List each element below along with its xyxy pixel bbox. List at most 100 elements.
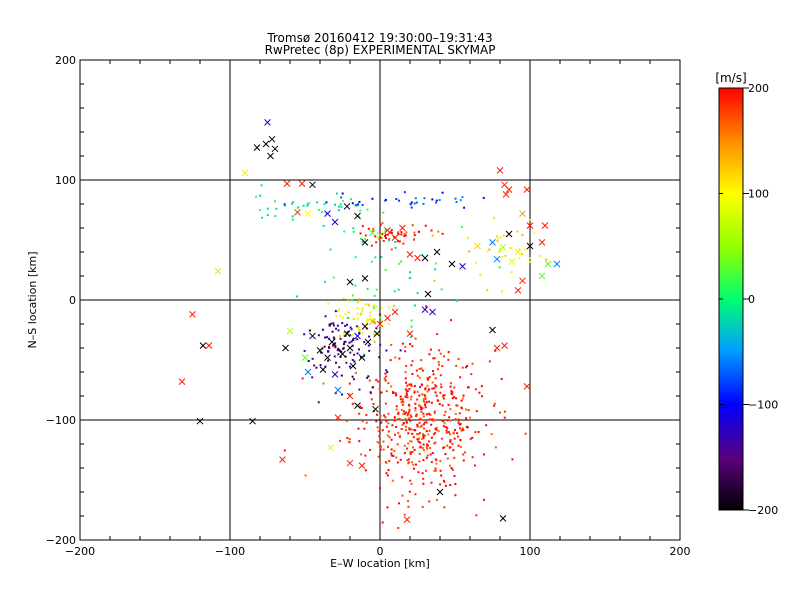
data-point-dot [358, 440, 361, 443]
data-point-dot [342, 343, 345, 346]
data-point-dot [291, 215, 294, 218]
data-point-dot [433, 419, 436, 422]
data-point-dot [463, 206, 466, 209]
data-point-dot [386, 371, 389, 374]
data-point-dot [410, 383, 413, 386]
data-point-dot [424, 421, 427, 424]
data-point-dot [460, 429, 463, 432]
data-point-dot [342, 334, 345, 337]
colorbar-tick-label: 0 [748, 293, 755, 306]
data-point-dot [398, 434, 401, 437]
data-point-dot [424, 403, 427, 406]
data-point-dot [344, 340, 347, 343]
data-point-dot [347, 300, 350, 303]
data-point-dot [409, 453, 412, 456]
data-point-dot [375, 241, 378, 244]
data-point-dot [356, 352, 359, 355]
data-point-dot [455, 397, 458, 400]
data-point-cross [514, 248, 522, 256]
data-point-dot [390, 248, 393, 251]
data-point-dot [391, 424, 394, 427]
data-point-dot [431, 387, 434, 390]
data-point-dot [413, 467, 416, 470]
data-point-dot [508, 246, 511, 249]
data-point-dot [363, 427, 366, 430]
data-point-dot [394, 356, 397, 359]
data-point-dot [414, 402, 417, 405]
data-point-cross [523, 383, 531, 390]
data-point-dot [443, 480, 446, 483]
data-point-dot [428, 376, 431, 379]
data-point-dot [358, 412, 361, 415]
data-point-dot [518, 248, 521, 251]
data-point-dot [410, 440, 413, 443]
data-point-dot [355, 325, 358, 328]
data-point-dot [424, 387, 427, 390]
data-point-dot [398, 199, 401, 202]
data-point-dot [422, 423, 425, 426]
data-point-dot [478, 391, 481, 394]
data-point-dot [466, 386, 469, 389]
data-point-dot [423, 427, 426, 430]
data-point-dot [385, 420, 388, 423]
data-point-dot [427, 389, 430, 392]
data-point-dot [417, 471, 420, 474]
data-point-dot [260, 184, 263, 187]
data-point-dot [449, 385, 452, 388]
data-point-dot [313, 364, 316, 367]
data-point-dot [416, 292, 419, 295]
data-point-dot [425, 430, 428, 433]
chart-title: Tromsø 20160412 19:30:00–19:31:43 [266, 31, 492, 45]
data-point-dot [416, 425, 419, 428]
data-point-dot [486, 289, 489, 292]
data-point-dot [408, 271, 411, 274]
data-point-dot [402, 401, 405, 404]
data-point-dot [387, 469, 390, 472]
data-point-cross [196, 417, 204, 425]
data-point-dot [416, 432, 419, 435]
data-point-dot [409, 398, 412, 401]
data-point-dot [425, 413, 428, 416]
data-point-dot [413, 448, 416, 451]
data-point-dot [402, 422, 405, 425]
data-point-dot [334, 344, 337, 347]
data-point-dot [440, 437, 443, 440]
data-point-dot [404, 371, 407, 374]
data-point-dot [428, 353, 431, 356]
data-point-dot [395, 394, 398, 397]
data-point-dot [474, 431, 477, 434]
data-point-dot [261, 216, 264, 219]
data-point-dot [337, 347, 340, 350]
data-point-dot [401, 494, 404, 497]
data-point-dot [473, 464, 476, 467]
data-point-dot [364, 303, 367, 306]
y-tick-label: 0 [69, 294, 76, 307]
data-point-dot [429, 413, 432, 416]
data-point-dot [457, 419, 460, 422]
data-point-dot [410, 325, 413, 328]
data-point-dot [445, 431, 448, 434]
data-point-dot [424, 469, 427, 472]
x-tick-label: 100 [520, 545, 541, 558]
data-point-dot [385, 425, 388, 428]
data-point-cross [421, 306, 429, 313]
data-point-dot [413, 391, 416, 394]
data-point-dot [436, 333, 439, 336]
data-point-dot [467, 409, 470, 412]
data-point-dot [373, 341, 376, 344]
data-point-dot [361, 307, 364, 310]
data-point-dot [345, 361, 348, 364]
data-point-dot [400, 401, 403, 404]
data-point-dot [405, 420, 408, 423]
data-point-dot [533, 231, 536, 234]
data-point-dot [384, 198, 387, 201]
data-point-dot [493, 404, 496, 407]
data-point-cross [514, 287, 522, 294]
data-point-dot [403, 235, 406, 238]
data-point-dot [422, 434, 425, 437]
data-point-dot [453, 396, 456, 399]
data-point-dot [458, 427, 461, 430]
data-point-dot [307, 360, 310, 363]
data-point-dot [396, 240, 399, 243]
data-point-dot [405, 392, 408, 395]
